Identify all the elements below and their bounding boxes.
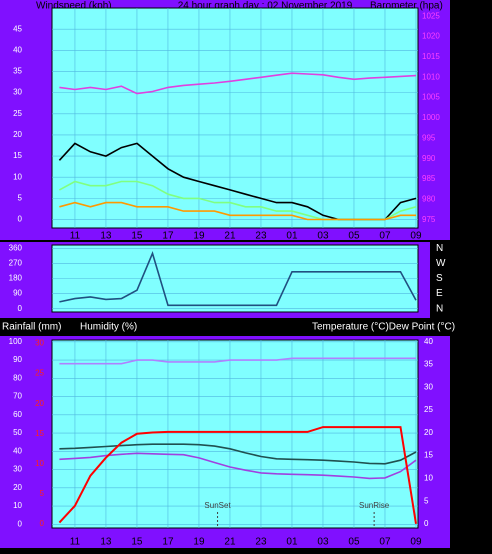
- plot-area: [51, 7, 419, 229]
- y-tick-label: 30: [13, 465, 22, 474]
- y2-tick-label: 980: [422, 195, 436, 204]
- y-tick-label: 35: [13, 67, 22, 76]
- x-tick-label: 17: [162, 231, 174, 242]
- series-line: [59, 357, 416, 365]
- y-tick-label: 100: [9, 337, 23, 346]
- x-tick-label: 13: [100, 231, 112, 242]
- y-tick-label: 360: [9, 243, 23, 252]
- y2-tick-label: N: [436, 243, 443, 254]
- y2-tick-label: 30: [424, 382, 433, 391]
- y-tick-label: 45: [13, 24, 22, 33]
- y-tick-label: 20: [13, 483, 22, 492]
- plot-area: [51, 339, 419, 529]
- series-line: [58, 426, 417, 524]
- y2-tick-label: 1000: [422, 113, 440, 122]
- x-tick-label: 05: [348, 537, 360, 548]
- x-tick-label: 09: [410, 537, 422, 548]
- y3-tick-label: 5: [40, 489, 45, 498]
- y-tick-label: 180: [9, 274, 23, 283]
- y2-tick-label: 995: [422, 133, 436, 142]
- x-tick-label: 19: [193, 231, 205, 242]
- x-tick-label: 01: [286, 231, 298, 242]
- annotation: SunSet: [204, 501, 231, 510]
- y3-tick-label: 25: [35, 369, 44, 378]
- y-tick-label: 15: [13, 151, 22, 160]
- x-tick-label: 03: [317, 231, 329, 242]
- y2-tick-label: E: [436, 288, 443, 299]
- y-label: Humidity (%): [80, 322, 137, 333]
- series-line: [59, 201, 416, 221]
- y2-tick-label: 1015: [422, 52, 440, 61]
- y-tick-label: 25: [13, 109, 22, 118]
- y2-tick-label: 1020: [422, 32, 440, 41]
- y2-label: Barometer (hpa): [370, 1, 443, 12]
- x-tick-label: 17: [162, 537, 174, 548]
- x-tick-label: 09: [410, 231, 422, 242]
- y-tick-label: 0: [18, 304, 23, 313]
- y2-tick-label: 35: [424, 360, 433, 369]
- y-tick-label: 90: [13, 289, 22, 298]
- x-tick-label: 01: [286, 537, 298, 548]
- y2-tick-label: 975: [422, 215, 436, 224]
- y2-tick-label: S: [436, 273, 443, 284]
- y-tick-label: 30: [13, 88, 22, 97]
- y2-label: Temperature (°C)Dew Point (°C): [312, 322, 455, 333]
- y2-tick-label: 40: [424, 337, 433, 346]
- y2-tick-label: 1025: [422, 11, 440, 20]
- y3-label: Rainfall (mm): [2, 322, 61, 333]
- y2-tick-label: 10: [424, 473, 433, 482]
- x-tick-label: 07: [379, 537, 391, 548]
- x-tick-label: 05: [348, 231, 360, 242]
- y2-tick-label: W: [436, 258, 446, 269]
- y3-tick-label: 10: [35, 459, 44, 468]
- y-tick-label: 0: [18, 215, 23, 224]
- series-line: [59, 72, 417, 95]
- y-tick-label: 50: [13, 428, 22, 437]
- y2-tick-label: 15: [424, 451, 433, 460]
- y-tick-label: 80: [13, 373, 22, 382]
- x-tick-label: 19: [193, 537, 205, 548]
- series-line: [59, 452, 417, 480]
- y-tick-label: 20: [13, 130, 22, 139]
- y2-tick-label: 990: [422, 154, 436, 163]
- y-tick-label: 60: [13, 410, 22, 419]
- y2-tick-label: N: [436, 303, 443, 314]
- y-label: Windspeed (kph): [36, 1, 112, 12]
- x-tick-label: 07: [379, 231, 391, 242]
- x-tick-label: 13: [100, 537, 112, 548]
- y-tick-label: 40: [13, 446, 22, 455]
- x-tick-label: 11: [70, 537, 81, 548]
- y3-tick-label: 0: [40, 519, 45, 528]
- chart-title: 24 hour graph day : 02 November 2019: [178, 1, 353, 12]
- y-tick-label: 70: [13, 392, 22, 401]
- y-tick-label: 90: [13, 355, 22, 364]
- y-tick-label: 270: [9, 259, 23, 268]
- y2-tick-label: 985: [422, 174, 436, 183]
- x-tick-label: 23: [255, 231, 267, 242]
- x-tick-label: 11: [70, 231, 81, 242]
- y3-tick-label: 30: [35, 339, 44, 348]
- y-tick-label: 40: [13, 45, 22, 54]
- x-tick-label: 21: [224, 537, 236, 548]
- y-tick-label: 5: [18, 193, 23, 202]
- y2-tick-label: 25: [424, 405, 433, 414]
- series-line: [59, 251, 417, 307]
- x-tick-label: 23: [255, 537, 267, 548]
- y2-tick-label: 1005: [422, 93, 440, 102]
- y2-tick-label: 1010: [422, 72, 440, 81]
- x-tick-label: 15: [131, 537, 143, 548]
- x-tick-label: 03: [317, 537, 329, 548]
- y-tick-label: 10: [13, 501, 22, 510]
- y2-tick-label: 0: [424, 519, 429, 528]
- y2-tick-label: 20: [424, 428, 433, 437]
- x-tick-label: 15: [131, 231, 143, 242]
- y3-tick-label: 15: [35, 429, 44, 438]
- y-tick-label: 0: [18, 519, 23, 528]
- y3-tick-label: 20: [35, 399, 44, 408]
- y2-tick-label: 5: [424, 496, 429, 505]
- y-tick-label: 10: [13, 172, 22, 181]
- annotation: SunRise: [359, 501, 390, 510]
- x-tick-label: 21: [224, 231, 236, 242]
